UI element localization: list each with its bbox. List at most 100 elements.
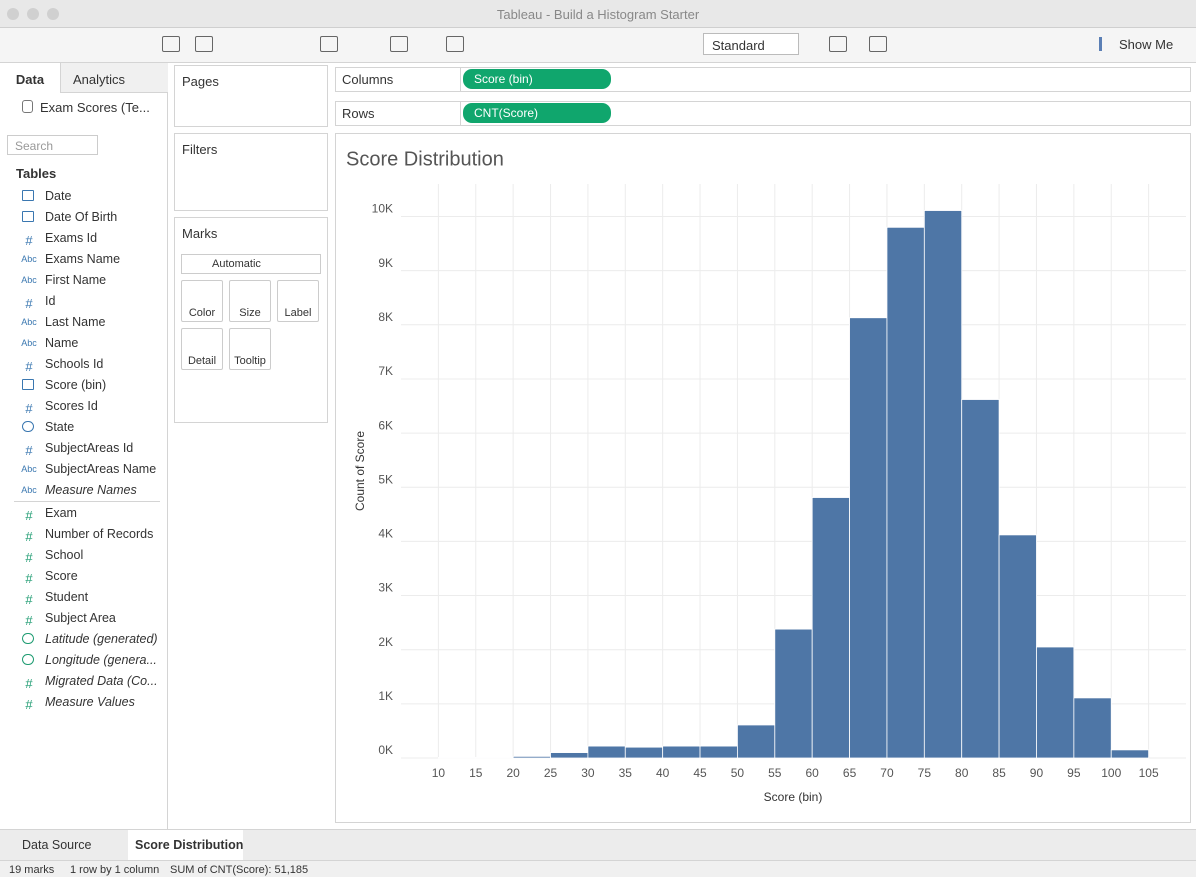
field-name[interactable]: Date Of Birth	[45, 210, 118, 224]
field-name[interactable]: SubjectAreas Id	[45, 441, 134, 455]
mark-button[interactable]: Size	[229, 280, 271, 322]
field-name[interactable]: Longitude (genera...	[45, 653, 157, 667]
bar	[1036, 646, 1075, 759]
bar	[550, 752, 589, 759]
x-tick-label: 55	[768, 766, 782, 780]
analytics-tab[interactable]: Analytics	[60, 63, 168, 93]
field-name[interactable]: Score	[45, 569, 78, 583]
bar	[437, 757, 477, 759]
swap-icon[interactable]	[446, 36, 464, 52]
save-icon[interactable]	[162, 36, 180, 52]
field-icon: #	[25, 697, 33, 712]
chart-title: Score Distribution	[346, 148, 504, 170]
status-text: SUM of CNT(Score): 51,185	[170, 864, 309, 876]
datasource-name[interactable]: Exam Scores (Te...	[40, 100, 150, 115]
field-name[interactable]: Score (bin)	[45, 378, 107, 392]
mark-type-dropdown[interactable]: Automatic	[181, 254, 321, 274]
field-name[interactable]: Number of Records	[45, 527, 154, 541]
field-icon: Abc	[21, 464, 37, 474]
field-name[interactable]: Exams Name	[45, 252, 121, 266]
bar	[923, 210, 963, 759]
y-tick-label: 1K	[378, 689, 393, 703]
y-tick-label: 5K	[378, 472, 393, 486]
status-text: 19 marks	[9, 864, 55, 876]
field-icon: Abc	[21, 275, 37, 285]
mark-button[interactable]: Detail	[181, 328, 223, 370]
field-icon: Abc	[21, 338, 37, 348]
minimize-button[interactable]	[27, 8, 39, 20]
field-name[interactable]: State	[45, 420, 75, 434]
field-name[interactable]: Last Name	[45, 315, 106, 329]
sheet-tab[interactable]: Score Distribution	[128, 830, 243, 860]
clear-icon[interactable]	[390, 36, 408, 52]
field-icon: #	[25, 359, 33, 374]
presentation-icon[interactable]	[869, 36, 887, 52]
bar	[662, 745, 701, 759]
field-name[interactable]: Scores Id	[45, 399, 98, 413]
field-name[interactable]: Date	[45, 189, 72, 203]
field-icon: #	[25, 571, 33, 586]
field-name[interactable]: Migrated Data (Co...	[45, 674, 158, 688]
new-datasource-icon[interactable]	[195, 36, 213, 52]
x-tick-label: 80	[955, 766, 969, 780]
y-tick-label: 6K	[378, 418, 393, 432]
marks-card: Marks Automatic Color Size Label Detail Tool…	[174, 217, 328, 423]
pill[interactable]: Score (bin)	[463, 69, 611, 89]
x-tick-label: 90	[1030, 766, 1044, 780]
mark-button[interactable]: Tooltip	[229, 328, 271, 370]
field-name[interactable]: Schools Id	[45, 357, 104, 371]
card-title: Pages	[182, 74, 219, 89]
mark-button[interactable]: Label	[277, 280, 319, 322]
field-name[interactable]: Exams Id	[45, 231, 98, 245]
columns-shelf: Columns Score (bin)	[335, 67, 1191, 92]
window-title: Tableau - Build a Histogram Starter	[496, 7, 700, 22]
field-name[interactable]: Latitude (generated)	[45, 632, 158, 646]
field-name[interactable]: Measure Values	[45, 695, 135, 709]
field-icon	[22, 190, 34, 201]
mark-button[interactable]: Color	[181, 280, 223, 322]
data-tab[interactable]: Data	[15, 72, 45, 87]
field-name[interactable]: SubjectAreas Name	[45, 462, 157, 476]
chart: Score Distribution Score (bin) Count of …	[335, 133, 1191, 823]
close-button[interactable]	[7, 8, 19, 20]
field-name[interactable]: First Name	[45, 273, 107, 287]
pages-card: Pages	[174, 65, 328, 127]
new-sheet-icon[interactable]	[320, 36, 338, 52]
field-icon: Abc	[21, 254, 37, 264]
shelf-label: Columns	[342, 72, 394, 87]
y-tick-label: 0K	[378, 743, 393, 757]
field-name[interactable]: Exam	[45, 506, 77, 520]
bar	[998, 534, 1037, 759]
field-name[interactable]: Name	[45, 336, 79, 350]
field-icon: #	[25, 613, 33, 628]
view-size-dropdown[interactable]: Standard	[703, 33, 799, 55]
x-tick-label: 100	[1101, 766, 1121, 780]
sheet-tab[interactable]: Data Source	[22, 838, 92, 852]
zoom-button[interactable]	[47, 8, 59, 20]
y-tick-label: 2K	[378, 635, 393, 649]
field-icon: #	[25, 233, 33, 248]
pill[interactable]: CNT(Score)	[463, 103, 611, 123]
field-name[interactable]: Student	[45, 590, 89, 604]
field-icon: #	[25, 550, 33, 565]
field-icon: Abc	[21, 485, 37, 495]
show-me-button[interactable]: Show Me	[1119, 37, 1174, 52]
field-name[interactable]: School	[45, 548, 84, 562]
bar	[699, 745, 738, 759]
status-bar: 19 marks 1 row by 1 column SUM of CNT(Scor…	[0, 860, 1196, 877]
filters-card: Filters	[174, 133, 328, 211]
divider	[14, 501, 160, 502]
y-tick-label: 4K	[378, 527, 393, 541]
x-tick-label: 105	[1139, 766, 1159, 780]
field-name[interactable]: Id	[45, 294, 56, 308]
search-box[interactable]: Search	[7, 135, 98, 155]
x-tick-label: 95	[1067, 766, 1081, 780]
field-name[interactable]: Measure Names	[45, 483, 137, 497]
field-name[interactable]: Subject Area	[45, 611, 116, 625]
field-icon: #	[25, 676, 33, 691]
bar	[1073, 697, 1112, 759]
bar	[737, 724, 776, 759]
field-icon	[22, 633, 34, 644]
show-cards-icon[interactable]	[829, 36, 847, 52]
